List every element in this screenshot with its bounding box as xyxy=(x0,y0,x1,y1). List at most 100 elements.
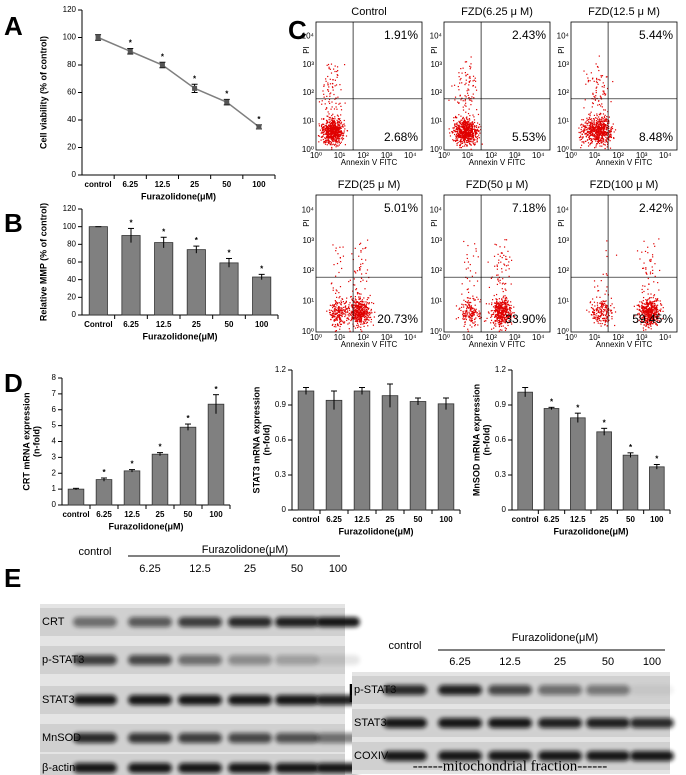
flow-dot xyxy=(604,300,606,303)
flow-dot xyxy=(354,296,357,298)
flow-dot xyxy=(475,132,477,134)
flow-dot xyxy=(598,142,600,145)
flow-dot xyxy=(490,277,492,279)
flow-dot xyxy=(610,130,612,132)
flow-dot xyxy=(497,302,499,305)
flow-dot xyxy=(333,119,335,122)
flow-dot xyxy=(363,301,365,303)
flow-dot xyxy=(339,102,341,104)
flow-dot xyxy=(590,126,592,128)
flow-dot xyxy=(338,135,340,137)
flow-dot xyxy=(606,133,608,136)
flow-dot xyxy=(654,316,657,318)
flow-dot xyxy=(349,330,351,332)
flow-dot xyxy=(595,123,597,125)
flow-dot xyxy=(338,127,340,129)
flow-dot xyxy=(356,293,359,295)
flow-dot xyxy=(592,298,594,300)
flow-dot xyxy=(598,134,600,136)
flow-dot xyxy=(350,295,352,298)
flow-dot xyxy=(461,135,463,137)
flow-dot xyxy=(591,314,593,316)
flow-title: FZD(25 μ M) xyxy=(338,179,401,191)
flow-dot xyxy=(596,122,598,124)
flow-dot xyxy=(466,132,468,135)
flow-dot xyxy=(593,122,595,124)
flow-dot xyxy=(601,313,603,315)
flow-dot xyxy=(339,260,342,263)
flow-dot xyxy=(466,145,468,147)
flow-dot xyxy=(504,307,506,309)
flow-dot xyxy=(339,128,341,130)
flow-dot xyxy=(336,137,339,139)
flow-dot xyxy=(481,143,483,145)
flow-dot xyxy=(462,310,464,312)
flow-dot xyxy=(506,305,508,307)
flow-dot xyxy=(608,137,610,139)
flow-dot xyxy=(355,310,357,313)
flow-dot xyxy=(338,314,341,316)
y-tick-label: 2 xyxy=(52,468,57,477)
flow-dot xyxy=(605,304,607,306)
flow-dot xyxy=(339,328,341,330)
flow-dot xyxy=(648,319,650,321)
flow-dot xyxy=(487,311,490,313)
flow-dot xyxy=(588,125,590,127)
x-tick-label: 6.25 xyxy=(122,180,138,189)
flow-dot xyxy=(594,117,597,119)
flow-dot xyxy=(336,125,338,128)
flow-dot xyxy=(325,133,327,135)
flow-dot xyxy=(465,134,467,136)
flow-dot xyxy=(461,133,463,135)
flow-dot xyxy=(650,258,652,261)
flow-dot xyxy=(456,134,459,136)
flow-dot xyxy=(605,133,607,135)
flow-dot xyxy=(592,317,594,319)
x-decade-label: 10² xyxy=(612,333,624,342)
flow-dot xyxy=(605,125,607,127)
flow-dot xyxy=(506,306,508,308)
flow-dot xyxy=(513,306,515,308)
flow-dot xyxy=(467,126,469,129)
flow-dot xyxy=(331,131,333,133)
flow-dot xyxy=(331,114,333,117)
flow-dot xyxy=(361,309,364,312)
band xyxy=(488,751,532,761)
flow-dot xyxy=(596,77,598,80)
flow-dot xyxy=(328,130,330,132)
flow-dot xyxy=(327,111,329,113)
flow-dot xyxy=(354,320,357,322)
flow-y-label: PI xyxy=(430,219,439,227)
flow-dot xyxy=(472,142,474,144)
flow-dot xyxy=(596,122,599,124)
flow-dot xyxy=(335,133,337,136)
flow-dot xyxy=(589,134,591,136)
flow-dot xyxy=(329,93,331,95)
flow-dot xyxy=(361,313,363,315)
flow-dot xyxy=(335,129,337,131)
flow-dot xyxy=(515,317,518,320)
flow-dot xyxy=(325,131,328,133)
flow-dot xyxy=(334,310,336,313)
flow-dot xyxy=(464,124,466,126)
y-decade-label: 10⁴ xyxy=(557,205,570,214)
flow-dot xyxy=(498,321,501,323)
flow-dot xyxy=(335,313,337,315)
flow-dot xyxy=(649,271,652,273)
flow-dot xyxy=(493,324,496,326)
flow-dot xyxy=(328,141,330,143)
flow-dot xyxy=(330,130,332,133)
y-decade-label: 10¹ xyxy=(557,297,569,306)
flow-dot xyxy=(644,307,646,309)
flow-dot xyxy=(510,313,512,315)
flow-dot xyxy=(505,311,507,313)
flow-dot xyxy=(365,320,367,322)
flow-dot xyxy=(470,305,473,307)
flow-dot xyxy=(610,136,613,139)
significance-mark: * xyxy=(225,89,229,98)
flow-dot xyxy=(601,145,603,147)
flow-dot xyxy=(606,311,608,313)
flow-dot xyxy=(338,311,340,313)
flow-dot xyxy=(597,121,599,124)
flow-dot xyxy=(604,307,606,309)
